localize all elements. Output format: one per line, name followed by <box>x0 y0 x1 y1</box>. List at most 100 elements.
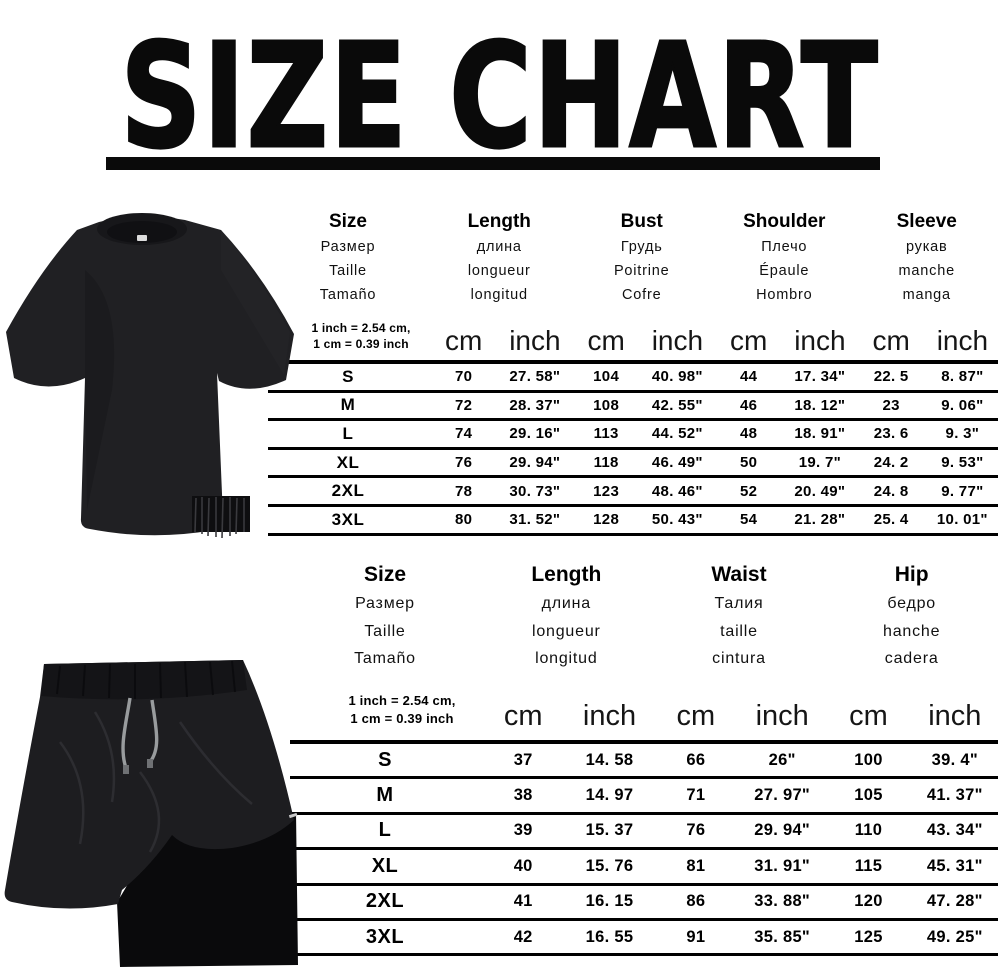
header-es: cintura <box>712 650 766 667</box>
tshirt-hem-fringe <box>192 496 250 539</box>
measurement-value: 9. 77" <box>941 482 984 500</box>
measurement-value: 14. 97 <box>585 786 634 805</box>
header-es: longitud <box>470 287 528 303</box>
measurement-value: 39 <box>513 821 533 840</box>
size-label: L <box>342 423 354 443</box>
measurement-value: 47. 28" <box>926 892 983 911</box>
header-fr: longueur <box>531 622 601 640</box>
header-fr: Poitrine <box>613 263 670 279</box>
tshirt-collar-inner <box>107 221 177 243</box>
measurement-value: 37 <box>513 750 533 769</box>
measurement-value: 91 <box>686 927 706 946</box>
header-ru: бедро <box>887 595 936 612</box>
measurement-value: 22. 5 <box>873 368 909 386</box>
shorts-table-header: Size Размер Taille Tamaño Length длина l… <box>290 560 998 673</box>
measurement-value: 80 <box>454 511 473 529</box>
measurement-value: 8. 87" <box>941 368 984 386</box>
unit-label-cm: cm <box>587 325 625 356</box>
header-en: Length <box>531 563 602 586</box>
shorts-waistband <box>41 660 247 700</box>
measurement-value: 108 <box>593 396 620 414</box>
measurement-value: 66 <box>686 750 706 769</box>
header-es: Tamaño <box>354 650 416 667</box>
shorts-photo <box>4 660 298 967</box>
conversion-note-line1: 1 inch = 2.54 cm, <box>348 693 456 708</box>
tshirt-shading-right <box>221 230 290 375</box>
measurement-value: 27. 97" <box>754 786 811 805</box>
measurement-value: 24. 8 <box>873 482 909 500</box>
measurement-value: 71 <box>686 786 706 805</box>
measurement-value: 81 <box>686 856 706 875</box>
shorts-row-XL: XL 40 15. 76 81 31. 91" 115 45. 31" <box>290 847 998 882</box>
size-label: M <box>376 784 394 807</box>
measurement-value: 44 <box>739 368 758 386</box>
measurement-value: 9. 53" <box>941 454 984 472</box>
measurement-value: 14. 58 <box>585 750 634 769</box>
measurement-value: 44. 52" <box>651 425 703 443</box>
measurement-value: 16. 55 <box>585 927 634 946</box>
column-header-bust: Bust Грудь Poitrine Cofre <box>571 208 714 307</box>
unit-label-inch: inch <box>928 700 982 732</box>
shorts-table-rows: S 37 14. 58 66 26" 100 39. 4" M 38 14. 97 71 27. 97… <box>290 740 998 957</box>
measurement-value: 24. 2 <box>873 454 909 472</box>
header-es: longitud <box>535 650 598 667</box>
measurement-value: 43. 34" <box>926 821 983 840</box>
header-en: Size <box>328 211 368 232</box>
measurement-value: 113 <box>593 425 619 443</box>
header-es: Hombro <box>756 287 813 303</box>
measurement-value: 78 <box>454 482 473 500</box>
conversion-note: 1 inch = 2.54 cm, 1 cm = 0.39 inch <box>290 692 480 734</box>
measurement-value: 31. 91" <box>754 856 811 875</box>
shorts-wrinkle-highlights <box>59 711 253 853</box>
size-label: XL <box>371 854 399 877</box>
shorts-liner-layer <box>117 812 298 967</box>
header-fr: Taille <box>329 263 367 279</box>
shorts-row-M: M 38 14. 97 71 27. 97" 105 41. 37" <box>290 776 998 811</box>
unit-label-inch: inch <box>509 325 561 356</box>
unit-label-inch: inch <box>582 700 637 732</box>
conversion-note: 1 inch = 2.54 cm, 1 cm = 0.39 inch <box>268 320 428 358</box>
shorts-reflective-mark <box>288 812 298 819</box>
measurement-value: 9. 06" <box>941 396 984 414</box>
measurement-value: 120 <box>854 892 883 911</box>
measurement-value: 41. 37" <box>926 786 983 805</box>
header-ru: рукав <box>905 239 948 255</box>
measurement-value: 38 <box>513 786 533 805</box>
size-label: M <box>340 395 356 415</box>
column-header-length: Length длина longueur longitud <box>428 208 571 307</box>
measurement-value: 42 <box>513 927 533 946</box>
measurement-value: 18. 12" <box>794 396 846 414</box>
header-ru: Плечо <box>761 239 808 255</box>
unit-label-inch: inch <box>651 325 704 356</box>
unit-label-inch: inch <box>936 325 989 356</box>
title-underline <box>106 157 880 170</box>
measurement-value: 35. 85" <box>754 927 811 946</box>
header-ru: длина <box>541 595 591 612</box>
header-ru: Размер <box>355 595 415 612</box>
measurement-value: 42. 55" <box>651 396 703 414</box>
measurement-value: 20. 49" <box>794 482 846 500</box>
shorts-unit-row: 1 inch = 2.54 cm, 1 cm = 0.39 inch cm in… <box>290 682 998 734</box>
tshirt-row-L: L 74 29. 16" 113 44. 52" 48 18. 91" 23. 6 9. 3" <box>268 418 998 447</box>
measurement-value: 118 <box>593 454 619 472</box>
measurement-value: 33. 88" <box>754 892 811 911</box>
tshirt-row-S: S 70 27. 58" 104 40. 98" 44 17. 34" 22. 5 8. 87" <box>268 364 998 390</box>
measurement-value: 76 <box>686 821 706 840</box>
measurement-value: 123 <box>593 482 620 500</box>
measurement-value: 27. 58" <box>509 368 561 386</box>
measurement-value: 100 <box>854 750 883 769</box>
tshirt-neck-tag <box>137 235 147 241</box>
header-en: Sleeve <box>896 211 957 232</box>
header-ru: Талия <box>714 595 764 612</box>
measurement-value: 49. 25" <box>926 927 983 946</box>
measurement-value: 19. 7" <box>798 454 842 472</box>
shorts-row-L: L 39 15. 37 76 29. 94" 110 43. 34" <box>290 811 998 847</box>
measurement-value: 115 <box>854 856 883 875</box>
measurement-value: 50 <box>739 454 758 472</box>
measurement-value: 125 <box>854 927 883 946</box>
measurement-value: 31. 52" <box>509 511 561 529</box>
tshirt-table-header: Size Размер Taille Tamaño Length длина l… <box>268 208 998 307</box>
size-label: S <box>378 748 392 771</box>
measurement-value: 105 <box>854 786 883 805</box>
